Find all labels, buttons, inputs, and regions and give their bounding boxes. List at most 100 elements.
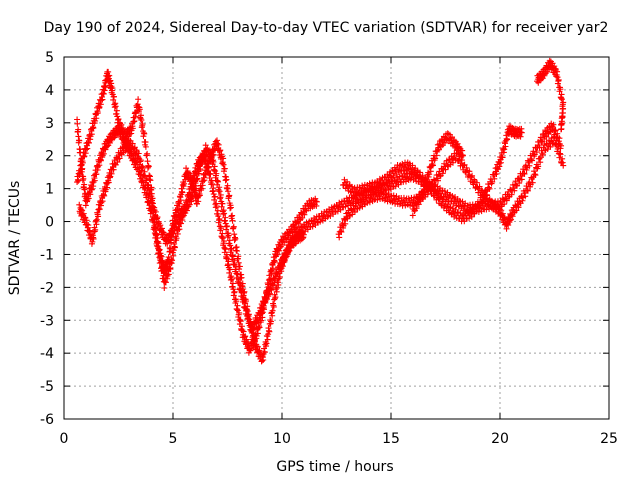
data-point — [508, 191, 515, 198]
data-point — [435, 146, 442, 153]
data-point — [536, 155, 543, 162]
y-axis-label: SDTVAR / TECUs — [7, 181, 23, 296]
data-point — [84, 145, 91, 152]
data-point — [497, 206, 503, 213]
data-point — [267, 286, 274, 293]
data-point — [385, 177, 392, 184]
data-point — [417, 196, 424, 203]
data-point — [81, 153, 88, 160]
data-point — [485, 184, 492, 191]
data-point — [141, 130, 148, 137]
data-point — [90, 125, 97, 132]
data-point — [90, 179, 97, 186]
data-point — [167, 245, 174, 252]
data-point — [231, 288, 238, 295]
data-point — [232, 263, 239, 270]
data-point — [138, 117, 145, 124]
data-point — [253, 321, 260, 328]
data-point — [427, 181, 434, 188]
data-point — [506, 217, 513, 224]
data-point — [97, 157, 104, 164]
data-point — [486, 185, 493, 192]
data-point — [92, 117, 99, 124]
data-point — [257, 310, 264, 317]
data-point — [415, 201, 422, 208]
data-point — [491, 199, 498, 206]
data-point — [96, 162, 103, 169]
data-point — [76, 137, 83, 144]
data-point — [107, 173, 114, 180]
data-point — [551, 63, 558, 70]
data-point — [281, 239, 288, 246]
data-point — [143, 175, 150, 182]
data-point — [476, 204, 483, 211]
data-point — [489, 178, 496, 185]
data-point — [106, 139, 113, 146]
data-point — [139, 121, 146, 128]
data-point — [436, 195, 443, 202]
data-point — [243, 338, 250, 345]
data-point — [101, 192, 108, 199]
data-point — [518, 176, 525, 183]
data-point — [269, 312, 276, 319]
data-point — [196, 192, 203, 199]
data-point — [152, 208, 159, 215]
data-point — [432, 155, 439, 162]
data-point — [82, 202, 89, 209]
data-point — [88, 186, 95, 193]
data-point — [176, 226, 183, 233]
data-point — [129, 140, 136, 147]
data-point — [169, 257, 176, 264]
data-point — [271, 258, 278, 265]
data-point — [301, 211, 308, 218]
data-point — [309, 223, 316, 230]
data-point — [399, 162, 406, 169]
data-point — [469, 172, 476, 179]
data-point — [543, 133, 550, 140]
data-point — [165, 271, 172, 278]
data-point — [81, 181, 88, 188]
data-point — [159, 267, 166, 274]
data-point — [555, 143, 562, 150]
data-point — [218, 225, 225, 232]
data-point — [446, 156, 453, 163]
data-point — [491, 175, 498, 182]
data-point — [522, 193, 529, 200]
data-point — [549, 139, 556, 146]
data-point — [227, 242, 234, 249]
data-point — [355, 189, 362, 196]
data-point — [216, 215, 223, 222]
data-point — [400, 167, 407, 174]
data-point — [461, 161, 468, 168]
data-point — [140, 164, 147, 171]
data-point — [535, 163, 542, 170]
data-point — [243, 306, 250, 313]
data-point — [556, 135, 563, 142]
y-axis: -6 -5 -4 -3 -2 -1 0 1 2 3 4 5 — [40, 50, 609, 428]
data-point — [74, 120, 81, 127]
data-point — [221, 210, 228, 217]
data-point — [503, 225, 510, 232]
data-point — [533, 149, 540, 156]
data-point — [115, 116, 122, 123]
data-point — [366, 199, 373, 206]
data-point — [260, 357, 267, 364]
data-point — [199, 160, 206, 167]
data-point — [99, 198, 106, 205]
data-point — [227, 266, 234, 273]
data-point — [501, 201, 508, 208]
data-point — [276, 273, 283, 280]
data-point — [232, 235, 239, 242]
data-point — [156, 254, 163, 261]
data-point — [80, 210, 87, 217]
data-point — [230, 286, 237, 293]
data-point — [539, 151, 546, 158]
data-point — [201, 177, 208, 184]
data-point — [236, 279, 243, 286]
data-point — [167, 266, 174, 273]
data-point — [114, 113, 121, 120]
data-point — [552, 127, 559, 134]
data-point — [383, 190, 390, 197]
data-point — [279, 262, 286, 269]
data-point — [504, 136, 511, 143]
